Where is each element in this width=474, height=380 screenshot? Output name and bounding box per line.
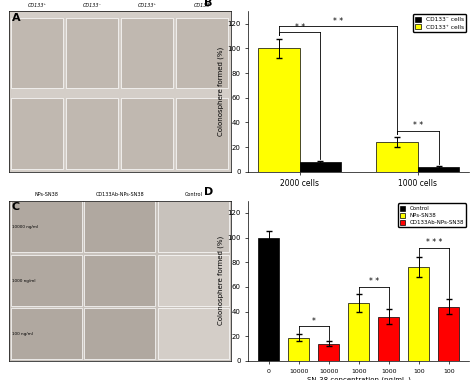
Bar (438, 307, 459, 361)
Y-axis label: Colonosphere formed (%): Colonosphere formed (%) (218, 236, 224, 325)
Text: NPs-SN38: NPs-SN38 (35, 192, 58, 198)
Y-axis label: Colonosphere formed (%): Colonosphere formed (%) (218, 47, 224, 136)
Text: D: D (204, 187, 213, 198)
Bar (10, 308, 82, 359)
Text: 10000 ng/ml: 10000 ng/ml (12, 225, 38, 230)
Bar (288, 337, 309, 361)
Bar (84, 255, 155, 306)
Text: * *: * * (333, 17, 343, 25)
Bar (121, 98, 173, 169)
Bar (158, 201, 229, 252)
Legend: CD133⁻ cells, CD133⁺ cells: CD133⁻ cells, CD133⁺ cells (413, 14, 466, 32)
Text: 100 ng/ml: 100 ng/ml (12, 332, 33, 336)
Text: CD133Ab-NPs-SN38: CD133Ab-NPs-SN38 (96, 192, 144, 198)
Text: C: C (12, 202, 20, 212)
Bar (121, 18, 173, 89)
Text: CD133⁻: CD133⁻ (193, 3, 212, 8)
Text: 1000 ng/ml: 1000 ng/ml (12, 279, 35, 283)
Bar (176, 18, 228, 89)
Text: A: A (12, 13, 20, 23)
Bar (258, 48, 300, 172)
X-axis label: SN-38 concentration (ng/mL.): SN-38 concentration (ng/mL.) (307, 377, 410, 380)
Text: CD133⁺: CD133⁺ (27, 3, 46, 8)
Bar (10, 201, 82, 252)
Bar (66, 98, 118, 169)
Bar (84, 201, 155, 252)
Text: Control: Control (185, 192, 202, 198)
Bar (10, 255, 82, 306)
Legend: Control, NPs-SN38, CD133Ab-NPs-SN38: Control, NPs-SN38, CD133Ab-NPs-SN38 (398, 203, 466, 227)
Bar (158, 255, 229, 306)
Bar (378, 317, 399, 361)
Bar (258, 238, 279, 361)
Bar (348, 303, 369, 361)
Bar (10, 98, 63, 169)
Bar (158, 308, 229, 359)
Text: *: * (312, 317, 316, 326)
Bar (176, 98, 228, 169)
Text: CD133⁺: CD133⁺ (138, 3, 157, 8)
Bar (408, 267, 429, 361)
Bar (10, 18, 63, 89)
Text: * * *: * * * (426, 238, 442, 247)
Text: * *: * * (413, 122, 423, 130)
Bar (376, 142, 418, 172)
Text: B: B (204, 0, 212, 8)
Text: * *: * * (369, 277, 379, 287)
Text: CD133⁻: CD133⁻ (83, 3, 102, 8)
Bar (418, 167, 459, 172)
Text: * *: * * (294, 23, 305, 32)
Bar (300, 162, 341, 172)
Bar (318, 344, 339, 361)
Bar (66, 18, 118, 89)
Bar (84, 308, 155, 359)
